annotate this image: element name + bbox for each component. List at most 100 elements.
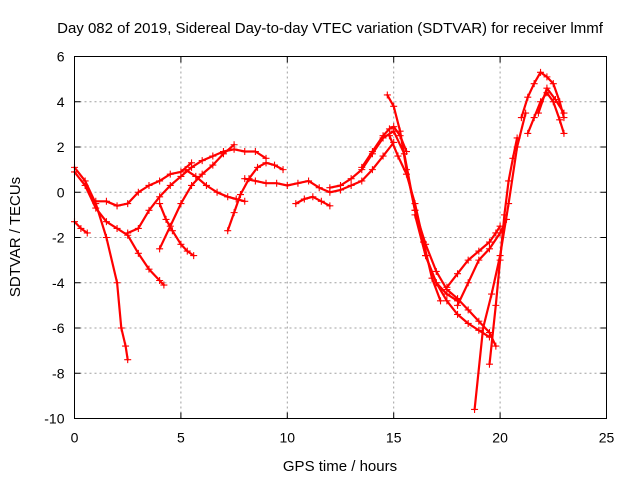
data-point (505, 177, 513, 185)
data-point (394, 152, 402, 160)
y-tick-label: 4 (57, 94, 65, 110)
data-point (77, 224, 85, 232)
data-point (81, 181, 89, 189)
series-line (456, 218, 508, 307)
data-point (102, 197, 110, 205)
data-point (530, 114, 538, 122)
y-tick-label: -2 (52, 230, 65, 246)
data-point (92, 204, 100, 212)
data-point (145, 181, 153, 189)
data-point (230, 209, 238, 217)
y-tick-label: -4 (52, 275, 65, 291)
data-point (305, 177, 313, 185)
data-point (198, 170, 206, 178)
series-line (158, 202, 195, 257)
data-point (475, 247, 483, 255)
data-point (485, 238, 493, 246)
data-point (271, 161, 279, 169)
data-point (492, 342, 500, 350)
data-point (83, 229, 91, 237)
data-point (337, 181, 344, 189)
data-point (156, 245, 164, 253)
data-point (198, 157, 206, 165)
data-point (443, 297, 451, 305)
data-point (213, 188, 221, 196)
series-arc-15 (385, 132, 445, 305)
series-line (413, 213, 491, 339)
series-arc-6 (156, 200, 198, 260)
series-arc-5 (124, 145, 270, 237)
data-point (251, 148, 259, 156)
data-point (188, 163, 196, 171)
data-point (390, 102, 398, 110)
data-point (262, 179, 270, 187)
data-point (500, 211, 508, 219)
data-point (156, 200, 164, 208)
data-point (496, 256, 504, 264)
data-series (71, 68, 568, 413)
data-point (224, 193, 232, 201)
series-arc-1 (71, 163, 132, 364)
data-point (309, 193, 317, 201)
data-point (177, 200, 185, 208)
data-point (485, 360, 493, 368)
data-point (145, 206, 153, 214)
series-arc-20 (485, 134, 521, 368)
data-point (443, 283, 451, 291)
series-arc-23 (534, 84, 568, 117)
data-point (236, 191, 244, 199)
data-point (464, 306, 472, 314)
data-point (113, 279, 121, 287)
grid-lines (74, 56, 607, 419)
series-line (73, 166, 129, 361)
data-point (475, 326, 483, 334)
y-tick-label: -10 (44, 411, 64, 427)
data-point (422, 252, 430, 260)
data-point (479, 324, 487, 332)
data-point (411, 200, 419, 208)
data-point (241, 148, 249, 156)
data-point (379, 132, 387, 140)
data-point (385, 132, 393, 140)
data-point (517, 114, 525, 122)
data-point (347, 181, 355, 189)
data-point (524, 129, 532, 137)
data-point (543, 73, 551, 81)
x-tick-label: 5 (177, 430, 185, 446)
x-tick-label: 25 (599, 430, 615, 446)
axis-ticks: 0 5 10 15 20 25 -10 -8 -6 -4 -2 0 2 4 6 (44, 49, 614, 446)
y-tick-label: 6 (57, 49, 65, 65)
series-arc-11 (292, 193, 334, 210)
data-point (190, 252, 198, 260)
data-point (134, 249, 142, 257)
data-point (326, 184, 334, 192)
data-point (556, 116, 564, 124)
data-point (202, 181, 210, 189)
data-point (475, 317, 483, 325)
data-point (358, 163, 366, 171)
data-point (513, 134, 521, 142)
data-point (317, 197, 325, 205)
data-point (509, 154, 517, 162)
data-point (92, 197, 100, 205)
data-point (551, 95, 559, 103)
data-point (537, 68, 545, 76)
data-point (230, 141, 238, 149)
data-point (292, 200, 300, 208)
data-point (166, 222, 174, 230)
data-point (383, 91, 391, 99)
data-point (122, 342, 130, 350)
data-point (396, 127, 404, 135)
series-arc-8 (181, 166, 249, 205)
data-point (262, 159, 270, 167)
data-point (347, 175, 355, 183)
data-point (279, 166, 287, 174)
series-line (445, 225, 502, 289)
series-arc-2 (71, 218, 91, 237)
data-point (273, 179, 281, 187)
y-tick-label: -6 (52, 320, 65, 336)
data-point (488, 290, 496, 298)
data-point (117, 324, 125, 332)
x-tick-label: 15 (386, 430, 402, 446)
